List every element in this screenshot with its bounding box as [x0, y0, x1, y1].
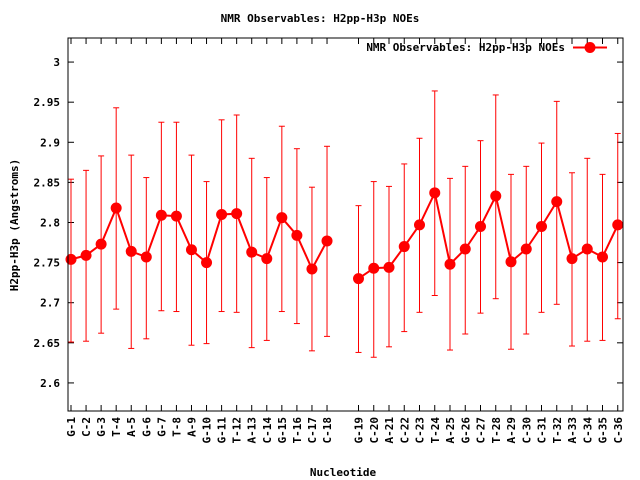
data-point	[216, 208, 228, 220]
y-tick-label: 2.85	[34, 176, 61, 189]
x-tick-label: C-23	[414, 417, 427, 444]
data-point	[155, 209, 167, 221]
x-tick-label: A-25	[444, 417, 457, 444]
y-tick-label: 2.9	[40, 136, 60, 149]
y-tick-label: 2.8	[40, 216, 60, 229]
data-point	[475, 221, 486, 233]
data-point	[185, 244, 197, 256]
y-tick-label: 3	[53, 56, 60, 69]
data-point	[551, 196, 563, 208]
y-tick-labels: 2.6 2.65 2.7 2.75 2.8 2.85 2.9 2.95 3	[34, 56, 61, 390]
data-point	[261, 253, 273, 265]
data-point	[321, 235, 333, 247]
data-point	[383, 261, 395, 273]
data-point	[231, 208, 243, 220]
data-point	[170, 210, 182, 222]
y-tick-label: 2.7	[40, 297, 60, 310]
data-point	[291, 229, 303, 241]
data-point	[306, 263, 318, 275]
data-point	[490, 190, 502, 202]
x-tick-label: C-34	[581, 417, 594, 444]
data-point	[246, 246, 258, 258]
y-tick-label: 2.95	[34, 96, 61, 109]
x-tick-label: A-33	[566, 417, 579, 444]
x-tick-label: G-26	[459, 417, 472, 444]
data-point	[140, 251, 152, 263]
x-tick-label: T-24	[429, 417, 442, 444]
x-tick-label: T-32	[551, 417, 564, 444]
x-tick-label: T-16	[291, 417, 304, 444]
x-tick-label: C-27	[475, 417, 488, 444]
x-tick-label: C-22	[398, 417, 411, 444]
legend: NMR Observables: H2pp-H3p NOEs	[366, 41, 607, 54]
x-tick-label: C-2	[80, 417, 93, 437]
x-tick-label: G-15	[276, 417, 289, 444]
data-point	[536, 221, 547, 233]
x-tick-label: C-17	[306, 417, 319, 444]
x-tick-label: A-5	[125, 417, 138, 437]
x-tick-label: G-35	[597, 417, 610, 444]
x-tick-label: G-19	[353, 417, 366, 444]
x-tick-label: A-21	[383, 417, 396, 444]
data-point	[368, 262, 380, 274]
data-point	[459, 243, 471, 255]
data-point	[95, 238, 107, 250]
data-point	[276, 212, 288, 224]
series-line	[70, 205, 328, 272]
x-tick-label: C-20	[368, 417, 381, 444]
data-point	[80, 249, 92, 261]
legend-marker	[584, 42, 596, 53]
x-tick-label: G-6	[140, 417, 153, 437]
data-point	[414, 219, 425, 231]
data-point	[125, 245, 137, 257]
chart-title: NMR Observables: H2pp-H3p NOEs	[221, 12, 420, 25]
data-point	[201, 257, 213, 269]
data-point	[353, 273, 364, 285]
data-point	[505, 256, 517, 268]
data-point	[520, 243, 532, 255]
data-point	[110, 202, 122, 214]
x-tick-label: G-1	[65, 417, 78, 437]
series-plot	[65, 90, 624, 358]
x-tick-label: G-10	[201, 417, 214, 444]
x-tick-label: T-12	[231, 417, 244, 444]
x-axis-label: Nucleotide	[310, 466, 377, 479]
x-tick-label: C-30	[520, 417, 533, 444]
x-tick-label: A-9	[185, 417, 198, 437]
data-point	[612, 219, 624, 231]
y-tick-label: 2.6	[40, 377, 60, 390]
x-tick-label: A-29	[505, 417, 518, 444]
data-point	[566, 253, 578, 265]
y-tick-label: 2.75	[34, 257, 61, 270]
data-point	[398, 241, 410, 253]
x-tick-label: C-18	[321, 417, 334, 444]
data-point	[65, 253, 77, 265]
x-tick-labels: G-1 C-2 G-3 T-4 A-5 G-6 G-7 T-8 A-9 G-10 G-11 T-12 A…	[65, 417, 625, 444]
y-tick-label: 2.65	[34, 337, 61, 350]
x-tick-label: C-31	[536, 417, 549, 444]
data-point	[597, 251, 608, 263]
x-tick-label: C-36	[612, 417, 625, 444]
series-line	[357, 189, 619, 280]
data-point	[581, 243, 593, 255]
data-point	[429, 187, 441, 199]
x-tick-label: A-13	[246, 417, 259, 444]
y-axis-label: H2pp-H3p (Angstroms)	[8, 159, 21, 291]
data-point	[444, 258, 456, 270]
x-tick-label: T-8	[170, 417, 183, 437]
x-tick-label: C-14	[261, 417, 274, 444]
legend-label: NMR Observables: H2pp-H3p NOEs	[366, 41, 565, 54]
x-tick-label: T-4	[110, 417, 123, 437]
plot-frame	[67, 37, 624, 412]
x-tick-label: G-3	[95, 417, 108, 437]
x-tick-label: G-7	[155, 417, 168, 437]
x-tick-label: G-11	[216, 417, 229, 444]
x-tick-label: T-28	[490, 417, 503, 444]
